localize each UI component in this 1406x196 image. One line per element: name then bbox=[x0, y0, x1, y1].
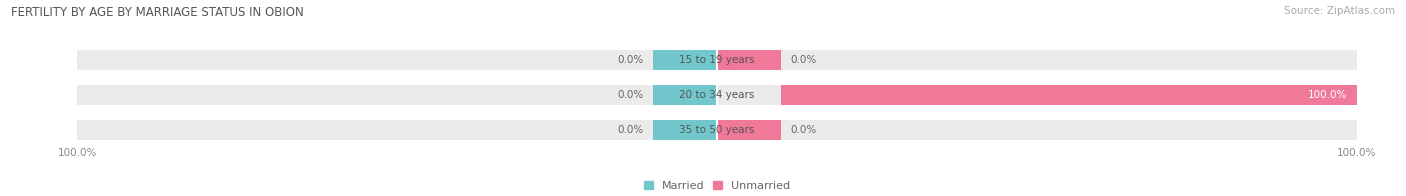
Text: 0.0%: 0.0% bbox=[617, 55, 644, 65]
Text: 0.0%: 0.0% bbox=[617, 125, 644, 135]
Bar bbox=[654, 85, 717, 105]
Bar bbox=[77, 85, 1357, 105]
Text: 0.0%: 0.0% bbox=[790, 125, 817, 135]
Bar bbox=[77, 50, 1357, 71]
Text: 0.0%: 0.0% bbox=[790, 55, 817, 65]
Text: 35 to 50 years: 35 to 50 years bbox=[679, 125, 755, 135]
Legend: Married, Unmarried: Married, Unmarried bbox=[640, 176, 794, 195]
Text: 100.0%: 100.0% bbox=[1308, 90, 1347, 100]
Text: 0.0%: 0.0% bbox=[617, 90, 644, 100]
Bar bbox=[717, 50, 782, 71]
Bar bbox=[717, 120, 782, 140]
Text: 20 to 34 years: 20 to 34 years bbox=[679, 90, 755, 100]
Bar bbox=[782, 85, 1406, 105]
Text: Source: ZipAtlas.com: Source: ZipAtlas.com bbox=[1284, 6, 1395, 16]
Bar bbox=[654, 120, 717, 140]
Bar bbox=[77, 120, 1357, 140]
Text: FERTILITY BY AGE BY MARRIAGE STATUS IN OBION: FERTILITY BY AGE BY MARRIAGE STATUS IN O… bbox=[11, 6, 304, 19]
Bar bbox=[654, 50, 717, 71]
Text: 15 to 19 years: 15 to 19 years bbox=[679, 55, 755, 65]
